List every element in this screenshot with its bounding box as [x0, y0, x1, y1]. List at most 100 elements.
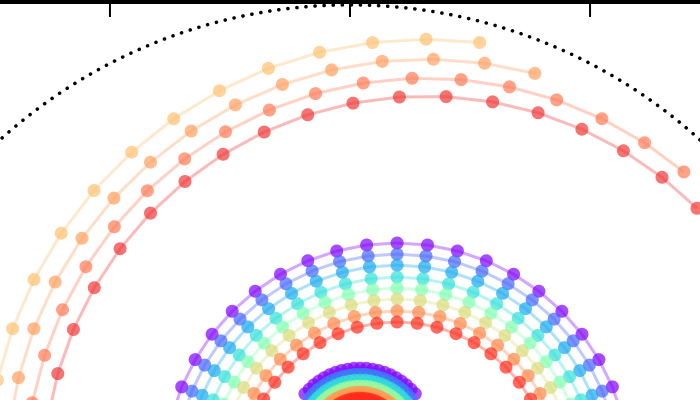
dot — [247, 387, 261, 400]
dot — [275, 78, 289, 91]
dot — [6, 322, 20, 336]
dot — [301, 108, 315, 122]
dot — [308, 326, 321, 340]
dot — [484, 306, 498, 320]
dot — [27, 273, 41, 286]
dot — [473, 326, 487, 340]
dot — [257, 392, 271, 400]
dot — [426, 52, 440, 66]
dot — [285, 286, 298, 300]
dot — [144, 155, 157, 169]
dot — [309, 274, 323, 288]
dot — [314, 285, 328, 299]
dot — [87, 184, 101, 197]
dot — [574, 393, 588, 400]
dot — [339, 277, 352, 291]
dot — [479, 316, 493, 330]
dot — [296, 306, 310, 320]
dot — [575, 327, 589, 341]
dot — [638, 136, 652, 150]
dot — [484, 347, 498, 361]
dot — [188, 353, 202, 367]
dot — [415, 283, 429, 297]
dot — [677, 165, 691, 179]
dot — [167, 112, 181, 126]
dot — [471, 274, 485, 288]
dot — [185, 384, 199, 398]
dot — [54, 226, 68, 240]
dot — [367, 294, 381, 307]
dot — [344, 298, 358, 312]
dot — [350, 320, 364, 334]
dot — [87, 281, 101, 295]
dot — [363, 260, 376, 274]
dot — [360, 238, 374, 252]
dot — [241, 320, 255, 334]
dot — [390, 292, 404, 306]
dot — [419, 32, 433, 46]
dot — [333, 255, 347, 269]
series-line — [0, 37, 480, 377]
dot — [496, 286, 510, 300]
dot — [262, 302, 276, 316]
dot — [113, 242, 127, 256]
dot — [519, 302, 532, 316]
dot — [218, 397, 229, 400]
dot — [282, 329, 296, 342]
dot — [462, 295, 476, 309]
dot — [390, 281, 404, 295]
dot — [473, 36, 487, 49]
dot — [335, 265, 349, 279]
dot — [107, 220, 121, 234]
dot — [390, 247, 404, 261]
dot — [418, 260, 432, 274]
dot — [318, 295, 332, 309]
dot — [550, 93, 564, 107]
dot — [27, 322, 41, 336]
dot — [390, 270, 404, 284]
dot — [467, 336, 481, 350]
dot — [592, 353, 606, 367]
dot — [369, 305, 382, 319]
dot — [237, 381, 251, 394]
dot — [413, 294, 427, 307]
dot — [144, 206, 157, 220]
dot — [690, 201, 700, 215]
dot — [274, 267, 287, 281]
dot — [66, 323, 80, 336]
dot — [531, 361, 545, 375]
dot — [524, 392, 537, 400]
dot — [515, 344, 529, 358]
dot — [390, 258, 404, 272]
dot — [573, 364, 587, 378]
dot — [454, 73, 468, 87]
dot — [259, 369, 273, 383]
dot — [205, 327, 219, 341]
dot — [430, 320, 444, 334]
dot — [445, 265, 459, 279]
dot — [322, 305, 336, 319]
dot — [533, 387, 547, 400]
dot — [458, 305, 472, 319]
dot — [585, 388, 599, 400]
dot — [269, 311, 283, 325]
dot — [421, 238, 434, 252]
dot — [195, 388, 209, 400]
dot — [346, 96, 360, 110]
dot — [565, 397, 576, 400]
dot — [544, 381, 557, 394]
dot — [12, 371, 25, 385]
dot — [262, 103, 276, 117]
dot — [575, 122, 589, 136]
dot — [433, 310, 447, 324]
dot — [309, 87, 322, 101]
dot — [268, 375, 282, 389]
dot — [279, 277, 293, 291]
reference-circle — [0, 3, 700, 143]
dot — [479, 254, 493, 268]
dot — [56, 303, 69, 317]
dot — [291, 297, 304, 311]
dot — [366, 283, 379, 297]
dot — [38, 348, 52, 362]
dot — [582, 358, 596, 372]
